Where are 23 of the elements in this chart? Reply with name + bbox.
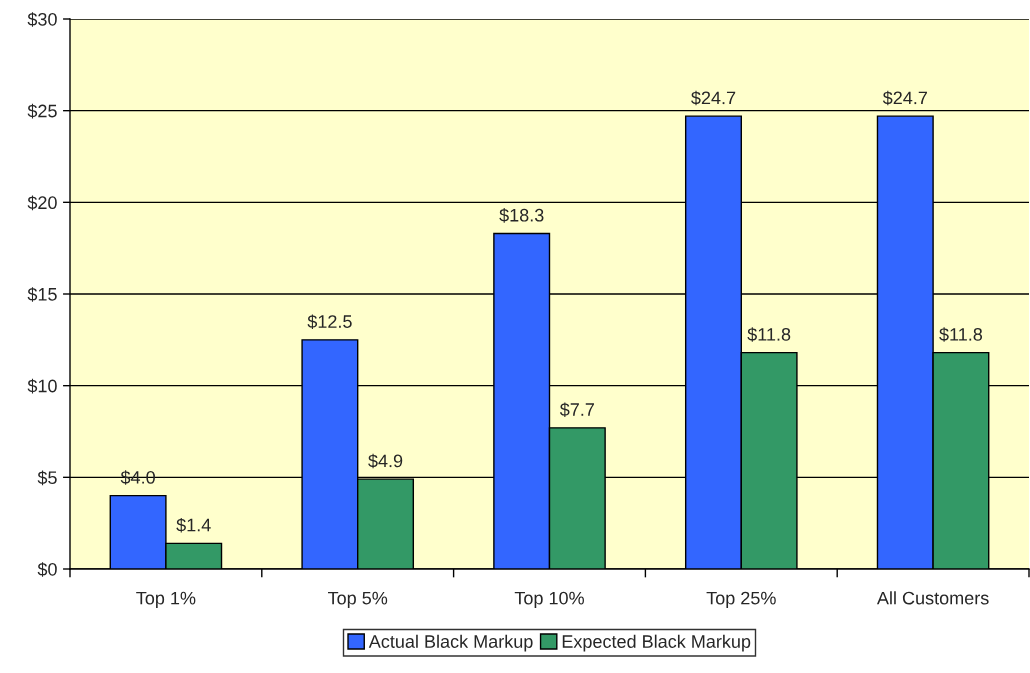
data-label: $11.8 xyxy=(747,327,791,342)
x-tick-label: Top 5% xyxy=(328,591,388,609)
data-label: $1.4 xyxy=(176,517,211,533)
x-tick-label: Top 25% xyxy=(706,591,776,609)
y-tick-label: $0 xyxy=(37,562,57,577)
data-label: $24.7 xyxy=(882,90,927,106)
x-tick-label: All Customers xyxy=(876,591,989,605)
data-label: $24.7 xyxy=(691,90,736,106)
y-tick-label: $10 xyxy=(27,378,57,394)
y-tick-label: $25 xyxy=(27,103,57,119)
data-label: $12.5 xyxy=(307,314,352,330)
y-tick-label: $30 xyxy=(27,12,57,27)
x-tick-label: Top 10% xyxy=(514,591,584,609)
x-tick-label: Top 1% xyxy=(136,591,196,609)
legend-label: Expected Black Markup xyxy=(562,634,751,652)
data-label: $11.8 xyxy=(939,327,983,342)
y-tick-label: $20 xyxy=(27,195,57,211)
data-label: $7.7 xyxy=(559,402,594,418)
data-label: $18.3 xyxy=(499,208,544,223)
y-tick-label: $5 xyxy=(37,470,57,486)
legend-label: Actual Black Markup xyxy=(368,634,533,652)
data-label: $4.9 xyxy=(368,453,403,469)
y-tick-label: $15 xyxy=(27,287,57,302)
